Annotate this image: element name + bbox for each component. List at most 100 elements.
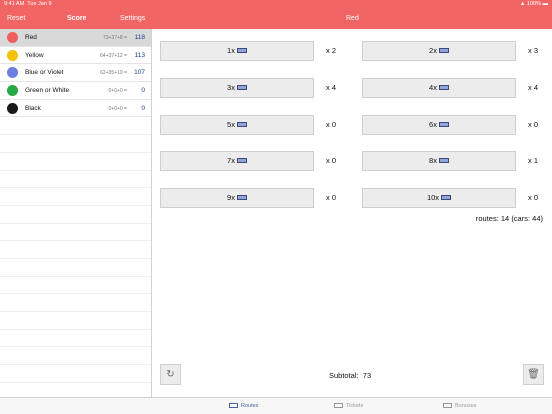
player-row[interactable]: Black 0+0+0 = 0 [0, 100, 151, 118]
route-button[interactable]: 8x [362, 151, 516, 171]
route-count: x 4 [528, 83, 539, 92]
subtotal-label: Subtotal: [329, 371, 359, 380]
route-length: 4x [429, 83, 437, 92]
subtotal-value: 73 [362, 371, 372, 380]
player-name: Red [25, 34, 37, 41]
empty-row [0, 277, 151, 295]
player-color-icon [7, 85, 18, 97]
player-color-icon [7, 102, 18, 114]
player-name: Yellow [25, 51, 44, 59]
player-total: 118 [134, 34, 145, 41]
tab-label: Routes [241, 403, 259, 409]
delete-button[interactable]: 🗑 [523, 364, 544, 385]
player-formula: 73+37+8 = [102, 35, 127, 41]
route-count: x 4 [326, 83, 337, 92]
player-name: Black [25, 104, 41, 112]
route-length: 8x [429, 156, 437, 165]
player-color-icon [7, 49, 18, 61]
train-icon [438, 157, 449, 163]
player-formula: 0+0+0 = [108, 88, 128, 95]
player-color-icon [7, 32, 18, 43]
player-color-icon [7, 67, 18, 79]
route-count: x 0 [326, 156, 337, 165]
route-button[interactable]: 6x [362, 115, 516, 135]
player-formula: 62+35+10 = [100, 70, 127, 77]
route-count: x 0 [326, 193, 337, 202]
route-length: 10x [426, 193, 440, 202]
route-count: x 2 [326, 46, 337, 55]
score-title: Score [67, 15, 87, 22]
route-count: x 3 [528, 46, 539, 55]
route-count: x 0 [528, 120, 539, 129]
route-button[interactable]: 9x [160, 188, 314, 208]
route-length: 7x [227, 156, 235, 165]
train-icon [441, 194, 452, 200]
player-total: 0 [141, 104, 145, 112]
tab-tickets[interactable]: Tickets [334, 403, 363, 409]
route-button[interactable]: 4x [362, 78, 516, 98]
reset-button[interactable]: Reset [7, 15, 26, 22]
route-length: 1x [227, 46, 235, 55]
status-battery: ▲ 100% ▬ [519, 1, 548, 7]
train-icon [236, 121, 247, 127]
nav-bar: Reset Score Settings Red [0, 9, 552, 29]
player-list: Red 73+37+8 = 118 Yellow 64+37+12 = 113 Blue o… [0, 29, 152, 397]
route-button[interactable]: 2x [362, 41, 516, 61]
settings-button[interactable]: Settings [120, 15, 146, 22]
route-button[interactable]: 3x [160, 78, 314, 98]
player-total: 107 [134, 69, 145, 77]
train-icon [438, 84, 449, 90]
empty-row [0, 259, 151, 277]
empty-row [0, 135, 151, 153]
empty-row [0, 312, 151, 330]
routes-panel: routes: 14 (cars: 44) ↻ Subtotal: 73 🗑 1… [153, 29, 552, 397]
route-length: 9x [227, 193, 235, 202]
empty-row [0, 153, 151, 171]
route-count: x 1 [528, 156, 539, 165]
empty-row [0, 171, 151, 189]
route-button[interactable]: 1x [160, 41, 314, 61]
player-row[interactable]: Blue or Violet 62+35+10 = 107 [0, 64, 151, 83]
player-row[interactable]: Red 73+37+8 = 118 [0, 29, 151, 47]
refresh-icon: ↻ [166, 369, 175, 380]
trash-icon: 🗑 [527, 369, 540, 380]
tab-icon [443, 403, 452, 409]
player-formula: 64+37+12 = [100, 52, 127, 59]
empty-row [0, 224, 151, 242]
player-row[interactable]: Green or White 0+0+0 = 0 [0, 82, 151, 100]
status-time: 9:41 AM Tue Jan 9 [4, 1, 52, 7]
player-name: Blue or Violet [25, 69, 64, 77]
subtotal: Subtotal: 73 [329, 371, 371, 380]
routes-summary: routes: 14 (cars: 44) [475, 214, 543, 223]
player-formula: 0+0+0 = [108, 105, 128, 112]
tab-label: Bonuses [455, 403, 477, 409]
tab-label: Tickets [346, 403, 364, 409]
player-name: Green or White [25, 87, 70, 95]
route-length: 6x [429, 120, 437, 129]
reset-routes-button[interactable]: ↻ [160, 364, 181, 385]
player-row[interactable]: Yellow 64+37+12 = 113 [0, 47, 151, 65]
empty-row [0, 117, 151, 136]
train-icon [236, 84, 247, 90]
empty-row [0, 347, 151, 366]
player-total: 113 [134, 51, 145, 59]
route-length: 3x [227, 83, 235, 92]
route-count: x 0 [528, 193, 539, 202]
page-title: Red [346, 15, 359, 22]
tab-bonuses[interactable]: Bonuses [443, 403, 476, 409]
empty-row [0, 330, 151, 348]
tab-routes[interactable]: Routes [229, 403, 258, 409]
route-count: x 0 [326, 120, 337, 129]
tab-icon [334, 403, 343, 409]
train-icon [438, 121, 449, 127]
train-icon [236, 194, 247, 200]
route-length: 2x [429, 46, 437, 55]
status-bar: 9:41 AM Tue Jan 9 ▲ 100% ▬ [0, 0, 552, 9]
route-button[interactable]: 5x [160, 115, 314, 135]
route-button[interactable]: 7x [160, 151, 314, 171]
route-button[interactable]: 10x [362, 188, 516, 208]
empty-row [0, 206, 151, 224]
train-icon [236, 157, 247, 163]
train-icon [438, 47, 449, 53]
empty-row [0, 188, 151, 206]
